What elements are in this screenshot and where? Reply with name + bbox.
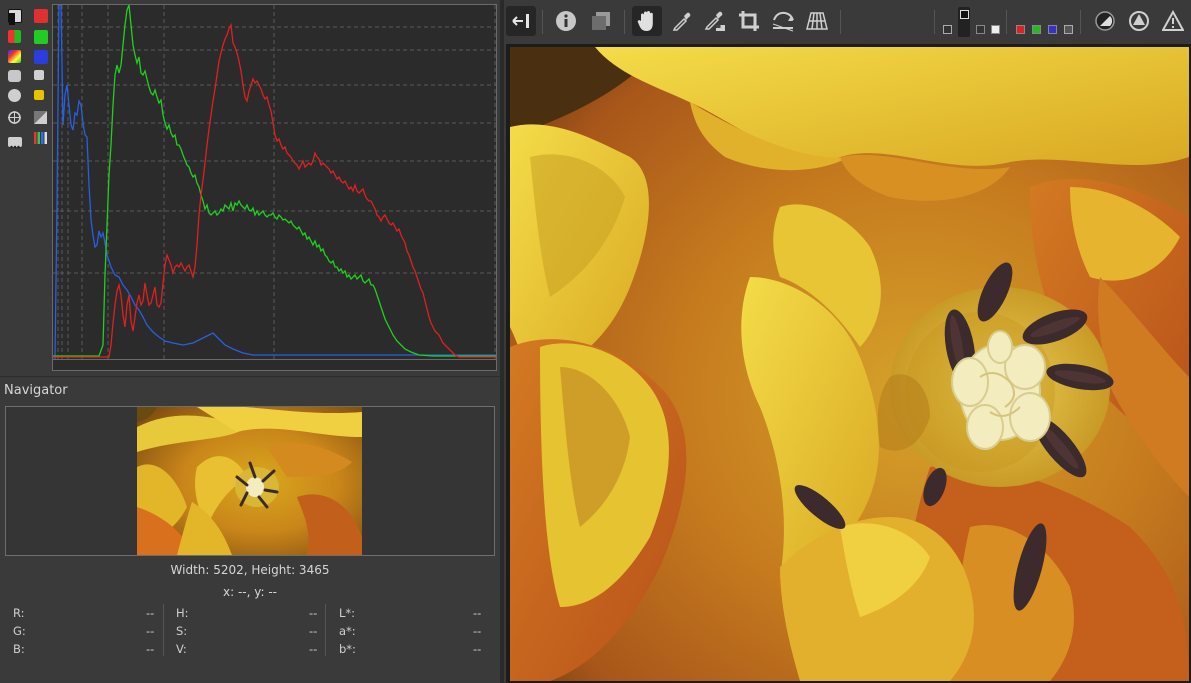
color-picker-icon[interactable] <box>667 6 697 36</box>
navigator-thumbnail[interactable] <box>137 405 362 555</box>
histogram-red-curve <box>53 22 496 358</box>
luminosity-preview-toggle[interactable] <box>1064 25 1073 34</box>
h-label: H: <box>176 606 189 620</box>
focus-mask-icon[interactable] <box>1090 6 1120 36</box>
image-dimensions: Width: 5202, Height: 3465 <box>170 563 330 577</box>
h-value: -- <box>309 606 318 620</box>
waveform-icon[interactable] <box>8 70 21 82</box>
green-preview-toggle[interactable] <box>1032 25 1041 34</box>
chroma-mode-icon[interactable] <box>8 50 21 63</box>
a-label: a*: <box>339 624 356 638</box>
straighten-icon[interactable] <box>768 6 798 36</box>
panel-separator <box>0 376 500 377</box>
hand-icon[interactable] <box>632 6 662 36</box>
left-panel: Navigator <box>0 0 500 683</box>
r-label: R: <box>13 606 25 620</box>
preview-r-toggle[interactable] <box>943 25 952 34</box>
image-viewer[interactable] <box>506 44 1191 683</box>
panel-divider[interactable] <box>500 0 504 683</box>
s-label: S: <box>176 624 188 638</box>
cursor-position: x: --, y: -- <box>223 585 277 599</box>
a-value: -- <box>473 624 482 638</box>
info-icon[interactable] <box>551 6 581 36</box>
b-value: -- <box>146 642 155 656</box>
b-star-value: -- <box>473 642 482 656</box>
panel-toggle-icon[interactable] <box>506 6 536 36</box>
s-value: -- <box>309 624 318 638</box>
preview-b-toggle[interactable] <box>991 25 1000 34</box>
bar-display-toggle[interactable] <box>34 129 47 144</box>
preview-selected-toggle[interactable] <box>958 7 970 37</box>
white-balance-picker-icon[interactable] <box>700 6 730 36</box>
highlight-clipping-icon[interactable] <box>1158 6 1188 36</box>
l-value: -- <box>473 606 482 620</box>
green-channel-toggle[interactable] <box>34 30 48 44</box>
info-separator <box>163 604 164 656</box>
v-label: V: <box>176 642 187 656</box>
chroma-toggle[interactable] <box>34 90 44 100</box>
vectorscope-icon[interactable] <box>8 89 21 102</box>
red-preview-toggle[interactable] <box>1016 25 1025 34</box>
preview-image[interactable] <box>510 47 1189 681</box>
g-label: G: <box>13 624 26 638</box>
blue-preview-toggle[interactable] <box>1048 25 1057 34</box>
more-options-icon[interactable] <box>8 137 22 149</box>
info-separator <box>325 604 326 656</box>
luminance-toggle[interactable] <box>34 70 44 80</box>
target-icon[interactable] <box>8 109 21 124</box>
crop-icon[interactable] <box>734 6 764 36</box>
rgb-mode-icon[interactable] <box>8 30 21 43</box>
histogram-plot <box>52 4 497 360</box>
histogram-green-curve <box>53 4 496 357</box>
navigator-title: Navigator <box>4 383 68 398</box>
before-after-icon[interactable] <box>586 6 616 36</box>
g-value: -- <box>146 624 155 638</box>
editor-toolbar <box>504 0 1191 44</box>
red-channel-toggle[interactable] <box>34 9 48 23</box>
b-star-label: b*: <box>339 642 356 656</box>
b-label: B: <box>13 642 25 656</box>
histogram-raw-bar <box>52 359 497 371</box>
histogram-mode-icon[interactable] <box>8 9 22 25</box>
l-label: L*: <box>339 606 356 620</box>
v-value: -- <box>309 642 318 656</box>
perspective-icon[interactable] <box>802 6 832 36</box>
preview-g-toggle[interactable] <box>976 25 985 34</box>
navigator-preview[interactable] <box>5 405 495 556</box>
r-value: -- <box>146 606 155 620</box>
blue-channel-toggle[interactable] <box>34 50 48 64</box>
shadow-clipping-icon[interactable] <box>1124 6 1154 36</box>
raw-histogram-toggle[interactable] <box>34 109 47 124</box>
